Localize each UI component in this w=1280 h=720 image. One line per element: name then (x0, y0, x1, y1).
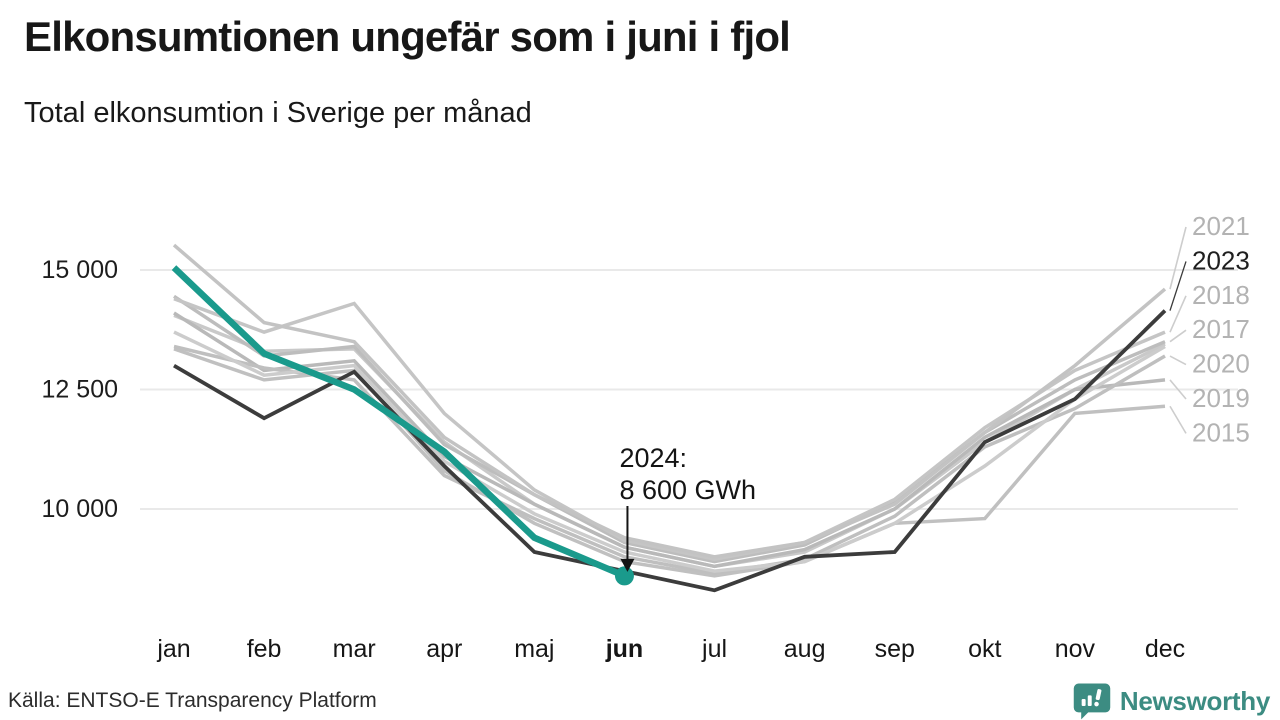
x-tick-label-sep: sep (875, 635, 915, 663)
series-label-2019: 2019 (1192, 383, 1250, 413)
source-note: Källa: ENTSO-E Transparency Platform (8, 689, 377, 712)
label-leader-2023 (1169, 261, 1187, 311)
series-label-2018: 2018 (1192, 280, 1250, 310)
line-2024 (171, 265, 626, 579)
y-tick-label: 15 000 (42, 256, 118, 284)
x-tick-label-okt: okt (968, 635, 1001, 663)
x-tick-label-mar: mar (333, 635, 376, 663)
label-leader-2015 (1169, 405, 1187, 434)
series-label-2020: 2020 (1192, 349, 1250, 379)
label-leader-2019 (1169, 379, 1187, 400)
series-label-2021: 2021 (1192, 211, 1250, 241)
line-2023 (173, 309, 1167, 593)
y-tick-label: 10 000 (42, 495, 118, 523)
label-leader-2021 (1169, 226, 1187, 290)
label-leader-2020 (1169, 355, 1187, 366)
y-tick-label: 12 500 (42, 376, 118, 404)
line-2015 (173, 347, 1166, 578)
annotation-text: 8 600 GWh (619, 475, 756, 505)
x-tick-label-apr: apr (426, 635, 462, 663)
newsworthy-logo: Newsworthy (1072, 682, 1270, 720)
x-tick-label-aug: aug (784, 635, 826, 663)
x-tick-label-nov: nov (1055, 635, 1096, 663)
chart-title: Elkonsumtionen ungefär som i juni i fjol (24, 13, 791, 60)
x-tick-label-maj: maj (514, 635, 554, 663)
line-2021 (172, 243, 1167, 559)
series-label-2015: 2015 (1192, 417, 1250, 447)
series-label-2023: 2023 (1192, 245, 1250, 275)
line-2022 (173, 330, 1166, 573)
annotation-arrowhead (620, 558, 635, 572)
line-2017 (173, 294, 1166, 564)
chart-subtitle: Total elkonsumtion i Sverige per månad (24, 97, 532, 129)
x-tick-label-dec: dec (1145, 635, 1185, 663)
brand-name: Newsworthy (1119, 685, 1270, 716)
line-2019 (173, 311, 1166, 569)
line-2018 (173, 297, 1166, 561)
label-leader-2017 (1169, 329, 1187, 343)
x-tick-label-jul: jul (701, 635, 727, 663)
x-tick-label-feb: feb (247, 635, 282, 663)
label-leader-2018 (1169, 295, 1187, 333)
series-label-2017: 2017 (1192, 314, 1250, 344)
x-tick-label-jan: jan (156, 635, 190, 663)
annotation-text: 2024: (619, 443, 687, 473)
bar-chart-speech-bubble-icon (1072, 682, 1112, 720)
annotation-dot (614, 566, 634, 586)
x-tick-label-jun: jun (605, 635, 644, 663)
